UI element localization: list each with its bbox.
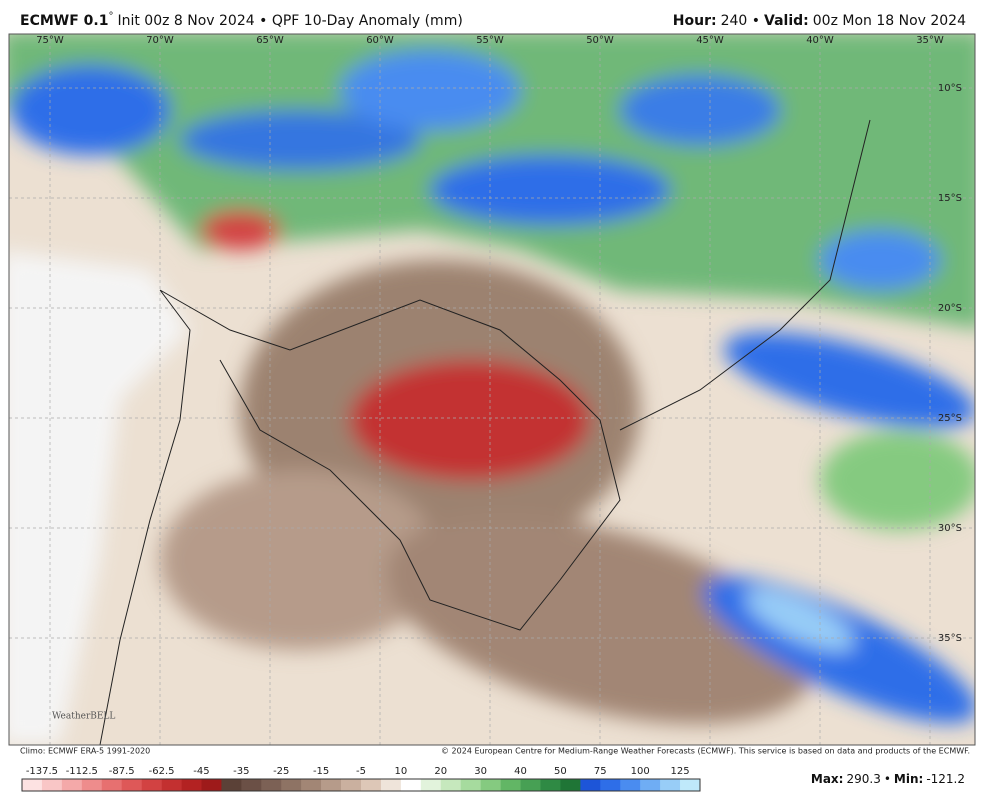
stats: Max: 290.3 • Min: -121.2	[811, 772, 965, 786]
colorbar-label: -137.5	[26, 766, 58, 777]
colorbar-swatch	[161, 779, 182, 791]
longitude-label: 70°W	[146, 35, 174, 46]
latitude-label: 20°S	[938, 303, 962, 314]
climo: Climo: ECMWF ERA-5 1991-2020	[20, 747, 150, 756]
colorbar-swatch	[500, 779, 521, 791]
colorbar-label: 20	[434, 766, 447, 777]
init: Init 00z 8 Nov 2024 • QPF 10-Day Anomaly…	[117, 13, 462, 29]
longitude-label: 55°W	[476, 35, 504, 46]
colorbar-swatch	[341, 779, 362, 791]
degree: °	[108, 11, 113, 22]
title: ECMWF 0.1° Init 00z 8 Nov 2024 • QPF 10-D…	[20, 11, 463, 29]
colorbar-label: -87.5	[109, 766, 135, 777]
separator: •	[884, 772, 891, 786]
colorbar-label: -35	[233, 766, 249, 777]
colorbar-frame	[21, 778, 701, 792]
colorbar-label: -45	[193, 766, 209, 777]
colorbar-label: 125	[671, 766, 690, 777]
colorbar-label: -15	[313, 766, 329, 777]
colorbar-swatch	[81, 779, 103, 791]
colorbar-swatch	[580, 779, 601, 791]
colorbar-swatch	[41, 779, 63, 791]
colorbar-label: -62.5	[149, 766, 175, 777]
colorbar-swatch	[380, 779, 402, 791]
colorbar-swatch	[680, 779, 701, 791]
longitude-label: 35°W	[916, 35, 944, 46]
colorbar-swatch	[400, 779, 422, 791]
colorbar-swatch	[141, 779, 162, 791]
colorbar-swatch	[520, 779, 541, 791]
latitude-label: 25°S	[938, 413, 962, 424]
valid-label: Valid:	[764, 13, 809, 29]
map-frame	[8, 33, 976, 746]
colorbar-label: 100	[631, 766, 650, 777]
colorbar-swatch	[321, 779, 342, 791]
colorbar-label: 50	[554, 766, 567, 777]
colorbar-swatch	[22, 779, 43, 791]
logo: WeatherBELL	[52, 712, 115, 722]
longitude-label: 60°W	[366, 35, 394, 46]
colorbar-swatch	[181, 779, 202, 791]
colorbar-swatch	[460, 779, 481, 791]
longitude-label: 50°W	[586, 35, 614, 46]
colorbar-swatch	[261, 779, 282, 791]
colorbar-label: -25	[273, 766, 289, 777]
colorbar-swatch	[480, 779, 501, 791]
map	[9, 34, 975, 745]
latitude-label: 30°S	[938, 523, 962, 534]
longitude-label: 65°W	[256, 35, 284, 46]
hour: 240 •	[721, 13, 760, 29]
colorbar-swatch	[420, 779, 442, 791]
colorbar-label: 30	[474, 766, 487, 777]
colorbar-swatch	[560, 779, 581, 791]
min-label: Min:	[894, 772, 923, 786]
colorbar-swatch	[620, 779, 641, 791]
max-label: Max:	[811, 772, 844, 786]
colorbar-swatch	[61, 779, 83, 791]
colorbar-swatch	[440, 779, 462, 791]
colorbar-label: -112.5	[66, 766, 98, 777]
colorbar-label: -5	[356, 766, 366, 777]
colorbar-swatch	[301, 779, 322, 791]
colorbar-swatch	[241, 779, 262, 791]
colorbar-swatch	[201, 779, 222, 791]
min: -121.2	[926, 772, 965, 786]
valid-info: Hour: 240 • Valid: 00z Mon 18 Nov 2024	[673, 13, 966, 29]
colorbar-swatch	[121, 779, 142, 791]
colorbar-swatch	[281, 779, 302, 791]
latitude-label: 35°S	[938, 633, 962, 644]
longitude-label: 40°W	[806, 35, 834, 46]
colorbar-swatch	[540, 779, 561, 791]
colorbar-label: 10	[395, 766, 408, 777]
colorbar-label: 75	[594, 766, 607, 777]
longitude-label: 75°W	[36, 35, 64, 46]
colorbar-swatch	[221, 779, 242, 791]
copyright: © 2024 European Centre for Medium-Range …	[441, 747, 970, 756]
latitude-label: 10°S	[938, 83, 962, 94]
latitude-label: 15°S	[938, 193, 962, 204]
colorbar-swatch	[361, 779, 382, 791]
hour-label: Hour:	[673, 13, 717, 29]
colorbar-swatch	[640, 779, 661, 791]
colorbar-label: 40	[514, 766, 527, 777]
valid: 00z Mon 18 Nov 2024	[813, 13, 966, 29]
model: ECMWF 0.1	[20, 13, 108, 29]
longitude-label: 45°W	[696, 35, 724, 46]
max: 290.3	[846, 772, 880, 786]
colorbar-swatch	[101, 779, 123, 791]
colorbar-swatch	[660, 779, 681, 791]
colorbar-swatch	[600, 779, 621, 791]
